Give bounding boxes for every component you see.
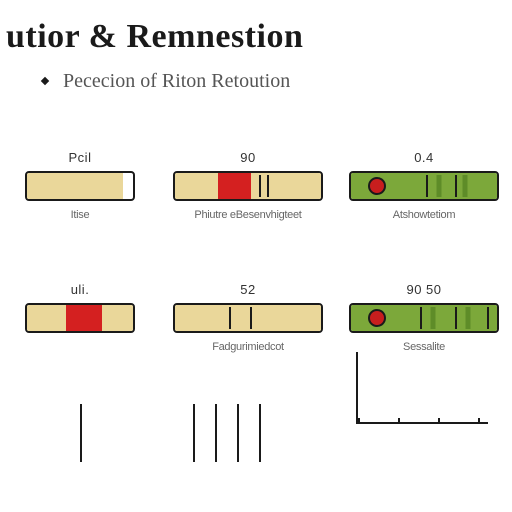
bar-caption: Atshowtetiom (342, 209, 506, 221)
marker-line-icon (430, 307, 435, 329)
axis-tick-icon (438, 418, 440, 424)
marker-line-icon (455, 307, 457, 329)
bar-segment (175, 305, 321, 331)
bar-caption: Phiutre eBesenvhigteet (166, 209, 330, 221)
axis-frame (356, 352, 488, 424)
chart-cell: 90 Phiutre eBesenvhigteet (160, 150, 336, 270)
range-bar (349, 303, 499, 333)
bullet-icon (41, 77, 49, 85)
marker-line-icon (487, 307, 489, 329)
axis-tick-icon (398, 418, 400, 424)
range-bar (173, 171, 323, 201)
axis-tick-icon (358, 418, 360, 424)
subtitle-text: Pececion of Riton Retoution (63, 70, 290, 92)
value-label: 0.4 (342, 150, 506, 165)
bar-caption: Itise (6, 209, 154, 221)
axis-tick-icon (237, 404, 239, 462)
value-label: 52 (166, 282, 330, 297)
range-bar (25, 171, 135, 201)
marker-line-icon (420, 307, 422, 329)
axis-tick-icon (193, 404, 195, 462)
axis-tick-icon (259, 404, 261, 462)
marker-line-icon (462, 175, 467, 197)
chart-cell: Pcil Itise (0, 150, 160, 270)
marker-dot-icon (368, 177, 386, 195)
chart-cell: 90 50Sessalite (336, 282, 512, 402)
range-bar (25, 303, 135, 333)
marker-line-icon (465, 307, 470, 329)
axis-tick-icon (478, 418, 480, 424)
marker-line-icon (229, 307, 231, 329)
bar-segment (218, 173, 251, 199)
marker-line-icon (267, 175, 269, 197)
marker-line-icon (250, 307, 252, 329)
marker-line-icon (426, 175, 428, 197)
bar-segment (66, 305, 103, 331)
value-label: 90 (166, 150, 330, 165)
range-bar (349, 171, 499, 201)
bar-caption: Fadgurimiedcot (166, 341, 330, 353)
chart-cell: uli. (0, 282, 160, 402)
axis-tick-icon (215, 404, 217, 462)
page-root: utior & Remnestion Pececion of Riton Ret… (0, 0, 512, 512)
chart-cell: 0.4 Atshowtetiom (336, 150, 512, 270)
bar-segment (27, 305, 66, 331)
marker-dot-icon (368, 309, 386, 327)
bar-segment (102, 305, 133, 331)
bar-segment (27, 173, 123, 199)
axis-tick-icon (80, 404, 82, 462)
value-label: 90 50 (342, 282, 506, 297)
page-subtitle: Pececion of Riton Retoution (0, 70, 512, 93)
bar-segment (251, 173, 321, 199)
range-bar (173, 303, 323, 333)
marker-line-icon (259, 175, 261, 197)
page-title: utior & Remnestion (0, 18, 512, 56)
bar-segment (175, 173, 218, 199)
marker-line-icon (455, 175, 457, 197)
chart-grid: Pcil Itise 90 Phiutre eBesenvhigteet 0.4 Atsh… (0, 150, 512, 402)
marker-line-icon (436, 175, 441, 197)
value-label: uli. (6, 282, 154, 297)
value-label: Pcil (6, 150, 154, 165)
chart-cell: 52 Fadgurimiedcot (160, 282, 336, 402)
